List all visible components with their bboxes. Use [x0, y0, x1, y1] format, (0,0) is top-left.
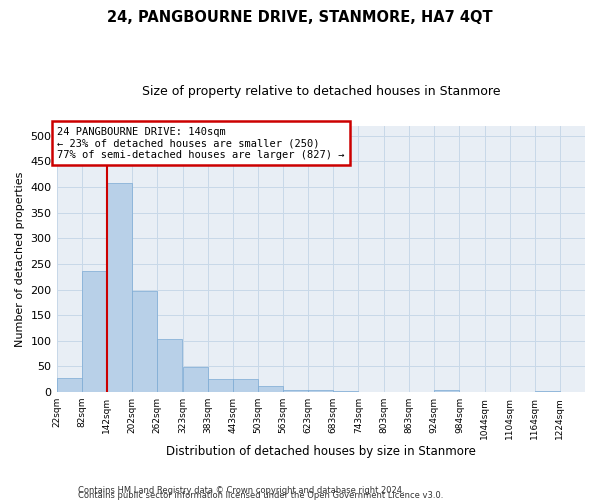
Bar	[107, 184, 132, 392]
Text: Contains public sector information licensed under the Open Government Licence v3: Contains public sector information licen…	[78, 490, 443, 500]
Bar	[308, 390, 333, 392]
Bar	[182, 368, 208, 392]
Bar	[434, 390, 459, 392]
Title: Size of property relative to detached houses in Stanmore: Size of property relative to detached ho…	[142, 85, 500, 98]
Bar	[56, 378, 82, 392]
Bar	[334, 390, 358, 392]
X-axis label: Distribution of detached houses by size in Stanmore: Distribution of detached houses by size …	[166, 444, 476, 458]
Bar	[208, 380, 233, 392]
Bar	[283, 390, 308, 392]
Bar	[132, 291, 157, 392]
Text: 24 PANGBOURNE DRIVE: 140sqm
← 23% of detached houses are smaller (250)
77% of se: 24 PANGBOURNE DRIVE: 140sqm ← 23% of det…	[58, 126, 345, 160]
Bar	[258, 386, 283, 392]
Bar	[233, 380, 258, 392]
Text: Contains HM Land Registry data © Crown copyright and database right 2024.: Contains HM Land Registry data © Crown c…	[78, 486, 404, 495]
Y-axis label: Number of detached properties: Number of detached properties	[15, 171, 25, 346]
Bar	[535, 390, 560, 392]
Bar	[82, 270, 107, 392]
Text: 24, PANGBOURNE DRIVE, STANMORE, HA7 4QT: 24, PANGBOURNE DRIVE, STANMORE, HA7 4QT	[107, 10, 493, 25]
Bar	[157, 339, 182, 392]
